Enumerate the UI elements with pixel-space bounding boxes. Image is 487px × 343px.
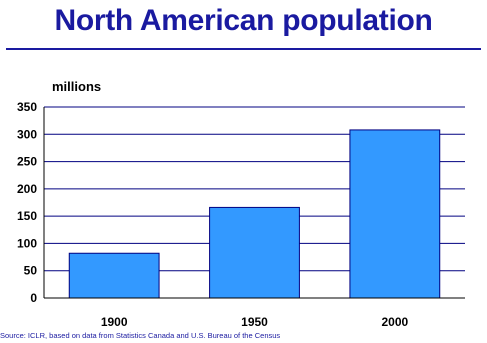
y-tick-label: 200 bbox=[17, 182, 37, 196]
bars bbox=[68, 129, 441, 299]
y-tick-label: 350 bbox=[17, 100, 37, 114]
source-note: Source: ICLR, based on data from Statist… bbox=[0, 331, 281, 340]
y-tick-label: 300 bbox=[17, 127, 37, 141]
y-axis-unit-label: millions bbox=[52, 79, 101, 94]
y-tick-label: 150 bbox=[17, 209, 37, 223]
page-title: North American population bbox=[54, 4, 433, 37]
y-tick-label: 0 bbox=[30, 291, 37, 305]
bar-2000 bbox=[349, 129, 441, 299]
x-tick-label: 1900 bbox=[101, 315, 128, 329]
bar-1950 bbox=[209, 206, 300, 299]
y-tick-label: 100 bbox=[17, 236, 37, 250]
y-tick-labels: 0 50 100 150 200 250 300 350 bbox=[17, 100, 37, 305]
y-tick-label: 50 bbox=[24, 264, 38, 278]
x-tick-label: 1950 bbox=[241, 315, 268, 329]
x-tick-labels: 1900 1950 2000 bbox=[101, 315, 409, 329]
bar-1900 bbox=[68, 252, 160, 299]
axes bbox=[43, 107, 465, 299]
x-tick-label: 2000 bbox=[381, 315, 408, 329]
title-divider bbox=[6, 48, 481, 50]
y-tick-label: 250 bbox=[17, 155, 37, 169]
